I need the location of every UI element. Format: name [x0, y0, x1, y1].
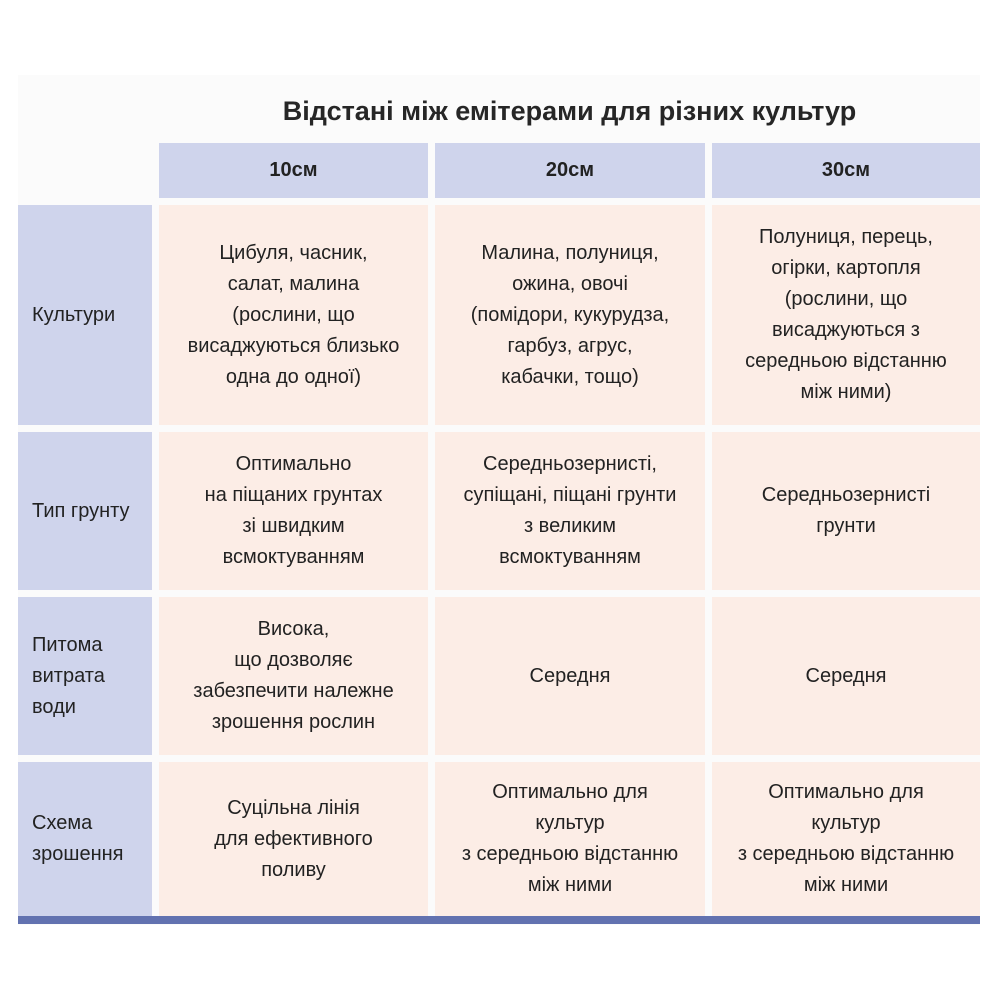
table-cell: Середня	[435, 597, 705, 755]
column-header-20cm: 20см	[435, 143, 705, 198]
table-cell: Оптимально для культур з середньою відст…	[712, 762, 980, 916]
table-cell: Малина, полуниця, ожина, овочі (помідори…	[435, 205, 705, 425]
bottom-accent-bar	[18, 916, 980, 924]
row-label-irrigation-scheme: Схема зрошення	[18, 762, 152, 916]
table-title: Відстані між емітерами для різних культу…	[282, 96, 857, 126]
table-cell: Полуниця, перець, огірки, картопля (росл…	[712, 205, 980, 425]
table-cell: Оптимально на піщаних грунтах зі швидким…	[159, 432, 428, 590]
row-label-water-consumption: Питома витрата води	[18, 597, 152, 755]
row-label-crops: Культури	[18, 205, 152, 425]
table-cell: Цибуля, часник, салат, малина (рослини, …	[159, 205, 428, 425]
table-cell: Середньозернисті грунти	[712, 432, 980, 590]
column-header-10cm: 10см	[159, 143, 428, 198]
table-cell: Оптимально для культур з середньою відст…	[435, 762, 705, 916]
table-cell: Висока, що дозволяє забезпечити належне …	[159, 597, 428, 755]
column-header-30cm: 30см	[712, 143, 980, 198]
table-cell: Середньозернисті, супіщані, піщані грунт…	[435, 432, 705, 590]
row-label-soil-type: Тип грунту	[18, 432, 152, 590]
table-cell: Суцільна лінія для ефективного поливу	[159, 762, 428, 916]
table-cell: Середня	[712, 597, 980, 755]
